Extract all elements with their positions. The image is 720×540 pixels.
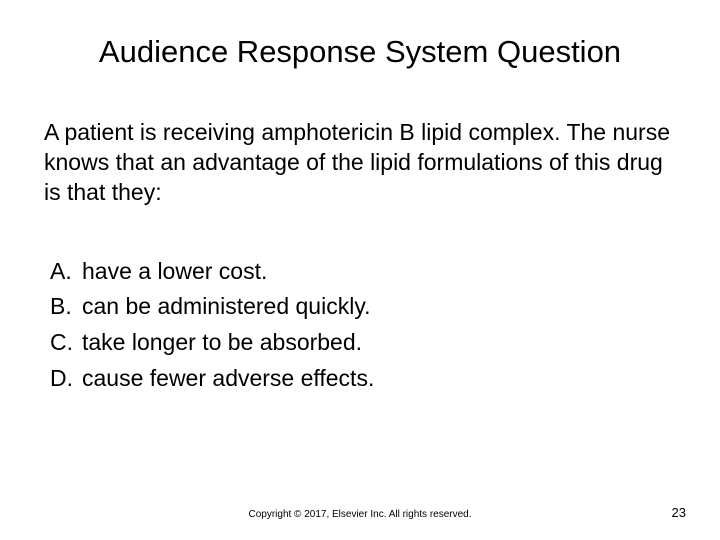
- option-letter: D.: [50, 361, 82, 397]
- page-number: 23: [672, 505, 686, 520]
- slide-footer: Copyright © 2017, Elsevier Inc. All righ…: [0, 509, 720, 520]
- option-text: can be administered quickly.: [82, 289, 371, 325]
- option-c: C. take longer to be absorbed.: [50, 325, 680, 361]
- option-letter: C.: [50, 325, 82, 361]
- option-d: D. cause fewer adverse effects.: [50, 361, 680, 397]
- slide-title: Audience Response System Question: [40, 34, 680, 70]
- option-text: have a lower cost.: [82, 254, 267, 290]
- option-a: A. have a lower cost.: [50, 254, 680, 290]
- option-letter: B.: [50, 289, 82, 325]
- option-text: take longer to be absorbed.: [82, 325, 362, 361]
- copyright-text: Copyright © 2017, Elsevier Inc. All righ…: [0, 509, 720, 520]
- option-text: cause fewer adverse effects.: [82, 361, 374, 397]
- slide-container: Audience Response System Question A pati…: [0, 0, 720, 540]
- option-letter: A.: [50, 254, 82, 290]
- options-list: A. have a lower cost. B. can be administ…: [40, 254, 680, 397]
- option-b: B. can be administered quickly.: [50, 289, 680, 325]
- question-text: A patient is receiving amphotericin B li…: [40, 118, 680, 208]
